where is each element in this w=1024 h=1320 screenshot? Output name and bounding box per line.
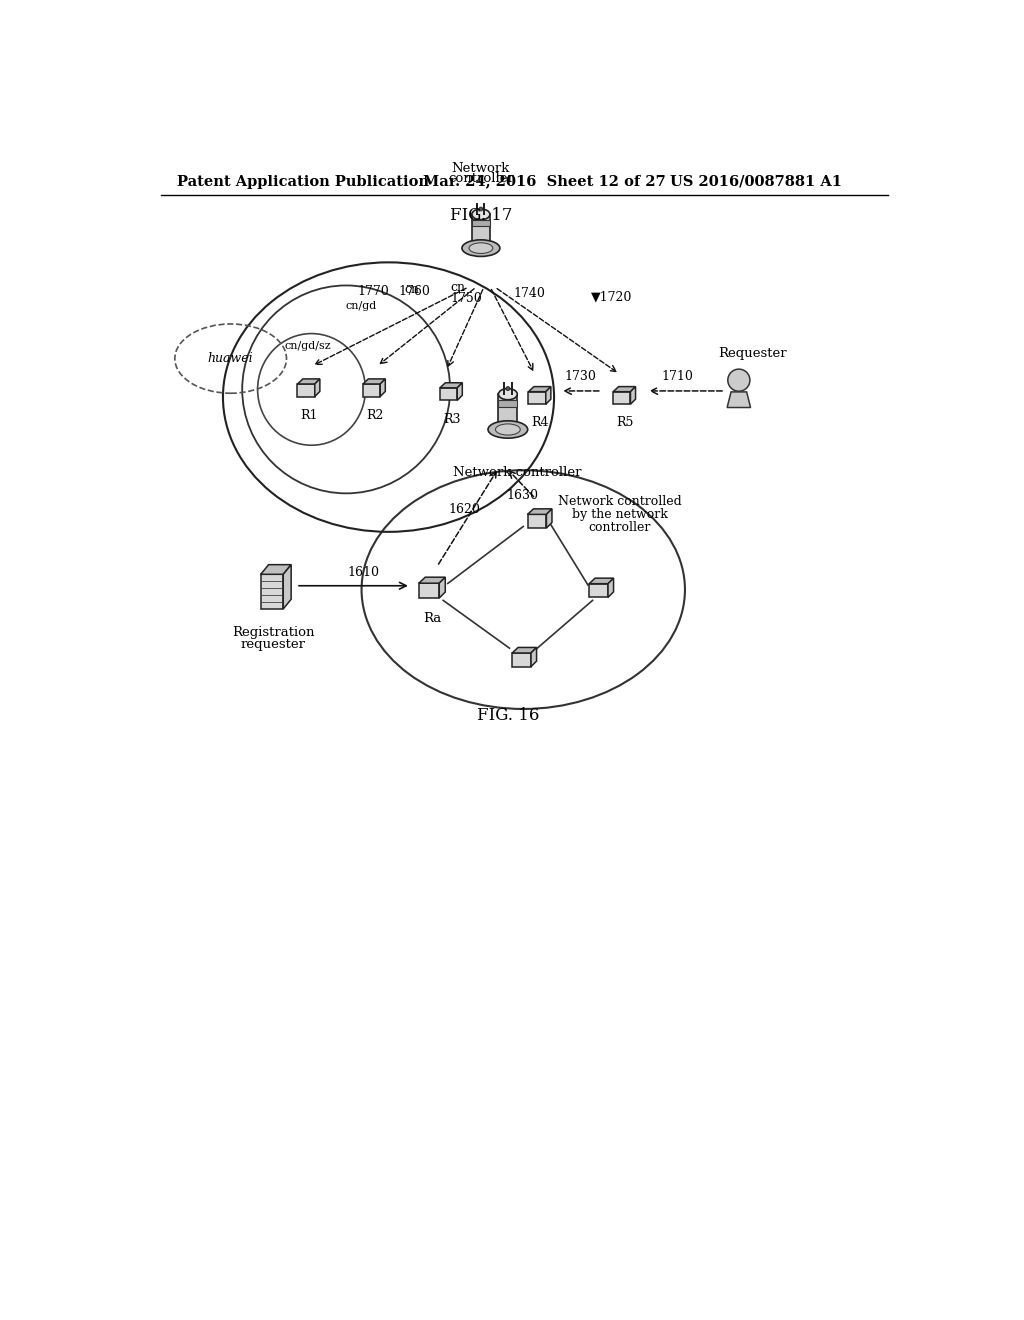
Text: Requester: Requester: [719, 347, 787, 360]
Polygon shape: [419, 577, 445, 583]
Ellipse shape: [488, 421, 527, 438]
Text: 1740: 1740: [513, 286, 545, 300]
Polygon shape: [512, 653, 531, 667]
Text: 1610: 1610: [348, 566, 380, 578]
Text: 1750: 1750: [451, 293, 482, 305]
Polygon shape: [419, 583, 439, 598]
Polygon shape: [546, 387, 551, 404]
Text: cn/gd/sz: cn/gd/sz: [285, 342, 331, 351]
Text: Network controller: Network controller: [453, 466, 582, 479]
Polygon shape: [499, 400, 517, 407]
Polygon shape: [458, 383, 462, 400]
Polygon shape: [528, 392, 546, 404]
Polygon shape: [380, 379, 385, 396]
Text: Network: Network: [452, 161, 510, 174]
Polygon shape: [440, 388, 458, 400]
Polygon shape: [631, 387, 636, 404]
Polygon shape: [547, 508, 552, 528]
Text: Mar. 24, 2016  Sheet 12 of 27: Mar. 24, 2016 Sheet 12 of 27: [423, 174, 666, 189]
Polygon shape: [608, 578, 613, 598]
Text: controller: controller: [589, 521, 650, 535]
Polygon shape: [439, 577, 445, 598]
Text: R5: R5: [616, 416, 634, 429]
Text: cn: cn: [451, 281, 465, 294]
Polygon shape: [314, 379, 319, 396]
Polygon shape: [613, 392, 631, 404]
Circle shape: [728, 370, 750, 391]
Polygon shape: [589, 578, 613, 583]
Text: R4: R4: [531, 416, 549, 429]
Polygon shape: [528, 387, 551, 392]
Polygon shape: [261, 565, 291, 574]
Text: Registration: Registration: [231, 626, 314, 639]
Polygon shape: [472, 220, 489, 226]
Text: 1730: 1730: [565, 370, 597, 383]
Polygon shape: [284, 565, 291, 609]
Text: huawei: huawei: [208, 352, 254, 366]
Polygon shape: [531, 647, 537, 667]
Text: ▼1720: ▼1720: [591, 290, 633, 304]
Polygon shape: [261, 574, 284, 609]
Polygon shape: [298, 384, 314, 396]
Text: 1620: 1620: [449, 503, 480, 516]
Text: 1710: 1710: [662, 370, 693, 383]
Text: cn: cn: [404, 284, 419, 296]
Polygon shape: [298, 379, 319, 384]
Text: R2: R2: [366, 409, 383, 421]
Text: 1760: 1760: [398, 285, 430, 298]
Ellipse shape: [499, 388, 517, 400]
Polygon shape: [527, 515, 547, 528]
Text: R1: R1: [300, 409, 317, 421]
Text: Patent Application Publication: Patent Application Publication: [177, 174, 429, 189]
Polygon shape: [727, 392, 751, 408]
Text: Ra: Ra: [423, 612, 441, 624]
Ellipse shape: [496, 424, 520, 436]
Text: US 2016/0087881 A1: US 2016/0087881 A1: [670, 174, 842, 189]
Text: requester: requester: [241, 638, 305, 651]
Ellipse shape: [472, 209, 489, 219]
Text: 1630: 1630: [506, 488, 539, 502]
Polygon shape: [472, 214, 489, 248]
Circle shape: [479, 207, 482, 211]
Text: by the network: by the network: [571, 508, 668, 521]
Circle shape: [506, 387, 510, 391]
Polygon shape: [362, 384, 380, 396]
Polygon shape: [512, 647, 537, 653]
Polygon shape: [499, 395, 517, 429]
Ellipse shape: [462, 240, 500, 256]
Polygon shape: [362, 379, 385, 384]
Text: 1770: 1770: [357, 285, 389, 298]
Text: FIG. 17: FIG. 17: [450, 207, 512, 224]
Polygon shape: [589, 583, 608, 598]
Text: R3: R3: [443, 413, 461, 425]
Polygon shape: [613, 387, 636, 392]
Ellipse shape: [469, 243, 493, 253]
Polygon shape: [440, 383, 462, 388]
Text: cn/gd: cn/gd: [346, 301, 377, 310]
Text: Network controlled: Network controlled: [558, 495, 681, 508]
Text: FIG. 16: FIG. 16: [477, 708, 539, 725]
Polygon shape: [527, 508, 552, 515]
Text: controller: controller: [447, 173, 514, 185]
